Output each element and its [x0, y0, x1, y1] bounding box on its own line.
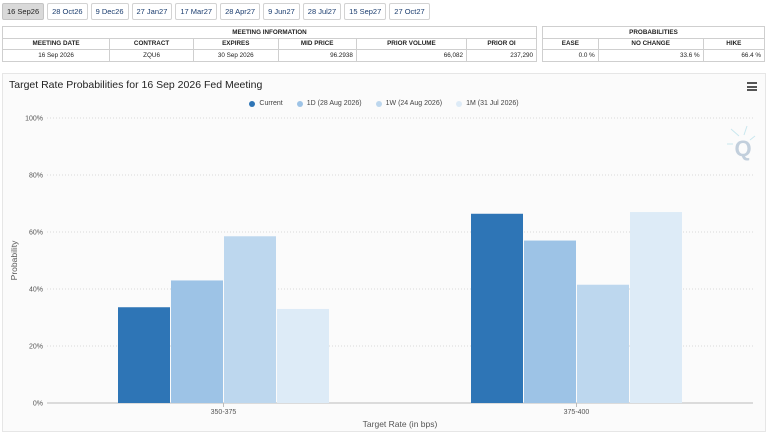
meeting-information-title: MEETING INFORMATION [2, 26, 537, 39]
tab-meeting-date[interactable]: 16 Sep26 [2, 3, 45, 20]
header-contract: CONTRACT [109, 37, 194, 50]
header-mid-price: MID PRICE [277, 37, 357, 50]
chart-title: Target Rate Probabilities for 16 Sep 202… [9, 79, 263, 91]
header-hike: HIKE [702, 37, 766, 50]
y-tick-label: 80% [29, 173, 43, 180]
legend-label: 1M (31 Jul 2026) [466, 100, 519, 107]
y-tick-label: 100% [25, 116, 43, 123]
contract-value: ZQU6 [109, 49, 194, 62]
legend-item[interactable]: Current [249, 100, 283, 107]
legend-dot-icon [456, 100, 463, 107]
hike-value: 66.4 % [702, 49, 766, 62]
x-tick-label: 350-375 [211, 409, 237, 416]
bar [524, 240, 576, 403]
header-expires: EXPIRES [192, 37, 279, 50]
y-tick-label: 40% [29, 287, 43, 294]
header-ease: EASE [542, 37, 599, 50]
tab-meeting-date[interactable]: 28 Apr27 [220, 3, 261, 20]
legend-item[interactable]: 1M (31 Jul 2026) [456, 100, 519, 107]
probabilities-table: PROBABILITIES EASE NO CHANGE HIKE 0.0 % … [542, 26, 766, 62]
hamburger-menu-icon[interactable] [747, 82, 757, 91]
y-tick-label: 0% [33, 401, 43, 408]
expires-value: 30 Sep 2026 [192, 49, 279, 62]
tab-meeting-date[interactable]: 27 Jan27 [131, 3, 173, 20]
y-tick-label: 20% [29, 344, 43, 351]
header-meeting-date: MEETING DATE [1, 37, 111, 50]
no-change-value: 33.6 % [597, 49, 704, 62]
bar [118, 307, 170, 403]
q-logo-watermark: Q [727, 125, 756, 161]
bar [171, 280, 223, 403]
legend-item[interactable]: 1W (24 Aug 2026) [375, 100, 443, 107]
tab-meeting-date[interactable]: 17 Mar27 [175, 3, 218, 20]
tab-meeting-date[interactable]: 27 Oct27 [389, 3, 430, 20]
meeting-information-table: MEETING INFORMATION MEETING DATE CONTRAC… [1, 26, 538, 62]
legend-dot-icon [375, 100, 382, 107]
header-no-change: NO CHANGE [597, 37, 704, 50]
tab-meeting-date[interactable]: 15 Sep27 [344, 3, 387, 20]
legend-dot-icon [296, 100, 303, 107]
bar [630, 212, 682, 403]
mid-price-value: 96.2938 [277, 49, 357, 62]
tab-meeting-date[interactable]: 9 Dec26 [90, 3, 129, 20]
chart-panel: 0% 20% 40% 60% 80% 100% 350-375 375-400 Target R… [2, 73, 766, 432]
bar [224, 236, 276, 403]
legend-dot-icon [249, 100, 256, 107]
prior-oi-value: 237,290 [465, 49, 538, 62]
legend-label: Current [259, 100, 283, 107]
meeting-date-value: 16 Sep 2026 [1, 49, 111, 62]
legend-label: 1D (28 Aug 2026) [306, 100, 362, 107]
bar [577, 284, 629, 403]
y-axis-title: Probability [9, 240, 19, 280]
tab-meeting-date[interactable]: 28 Jul27 [302, 3, 342, 20]
tab-meeting-date[interactable]: 9 Jun27 [263, 3, 300, 20]
bar [471, 213, 523, 403]
probability-bar-chart: 0% 20% 40% 60% 80% 100% 350-375 375-400 Target R… [9, 116, 756, 429]
prior-volume-value: 66,082 [355, 49, 467, 62]
tab-meeting-date[interactable]: 28 Oct26 [47, 3, 88, 20]
header-prior-oi: PRIOR OI [465, 37, 538, 50]
ease-value: 0.0 % [542, 49, 599, 62]
header-prior-volume: PRIOR VOLUME [355, 37, 467, 50]
svg-text:Q: Q [734, 136, 751, 161]
x-tick-label: 375-400 [564, 409, 590, 416]
legend-item[interactable]: 1D (28 Aug 2026) [296, 100, 362, 107]
chart-legend: Current 1D (28 Aug 2026) 1W (24 Aug 2026) 1… [3, 100, 765, 107]
probabilities-title: PROBABILITIES [542, 26, 765, 39]
y-tick-label: 60% [29, 230, 43, 237]
x-axis-title: Target Rate (in bps) [363, 419, 438, 429]
bar [277, 308, 329, 403]
meeting-date-tabs: 16 Sep26 28 Oct26 9 Dec26 27 Jan27 17 Mar27 2… [2, 3, 430, 20]
legend-label: 1W (24 Aug 2026) [385, 100, 443, 107]
